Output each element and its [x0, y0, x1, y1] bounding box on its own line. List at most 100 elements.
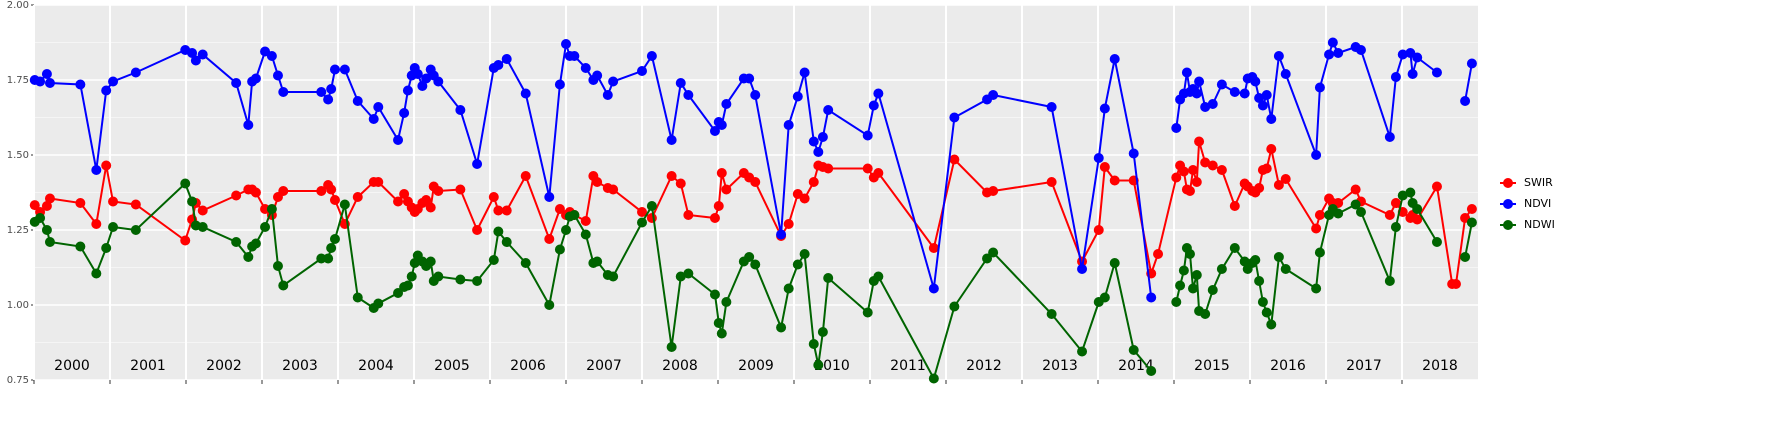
point [792, 259, 803, 270]
point [373, 298, 384, 309]
point [41, 69, 52, 79]
point [1314, 247, 1325, 258]
point [402, 280, 413, 291]
point [421, 73, 432, 84]
point [744, 252, 755, 262]
point [130, 199, 141, 210]
point [44, 78, 55, 88]
point [231, 237, 242, 247]
point [862, 130, 873, 141]
point [433, 186, 444, 196]
point [783, 219, 794, 229]
point [1184, 186, 1195, 196]
point [190, 55, 201, 66]
point [323, 94, 334, 105]
point [409, 258, 420, 268]
point [1194, 136, 1205, 147]
point [1311, 150, 1322, 160]
point [101, 160, 112, 171]
point [187, 48, 198, 58]
point [1405, 187, 1416, 198]
point [988, 247, 999, 258]
point [592, 177, 603, 187]
point [368, 114, 379, 124]
point [91, 165, 102, 175]
point [455, 274, 466, 285]
point [501, 205, 512, 216]
point [823, 163, 834, 174]
point [637, 217, 647, 228]
point [1314, 82, 1325, 93]
point [1146, 366, 1157, 376]
point [1207, 285, 1218, 295]
point [425, 202, 436, 213]
point [316, 87, 327, 97]
point [646, 51, 657, 61]
point [1181, 67, 1192, 78]
point [592, 256, 603, 267]
x-tick-label: 2005 [434, 358, 470, 374]
point [393, 288, 404, 298]
point [1390, 198, 1401, 208]
point [272, 70, 283, 81]
point [592, 70, 603, 81]
point [472, 225, 483, 235]
x-tick-label: 2000 [54, 358, 90, 374]
point [493, 60, 504, 70]
point [1412, 214, 1423, 225]
point [868, 100, 879, 111]
point [101, 85, 112, 96]
point [1333, 208, 1344, 219]
legend-key [1503, 199, 1513, 209]
point [91, 219, 102, 229]
point [1200, 309, 1211, 319]
point [326, 84, 337, 94]
point [1184, 249, 1195, 259]
x-tick-label: 2013 [1042, 358, 1078, 374]
point [1093, 153, 1104, 163]
point [41, 201, 52, 211]
point [1280, 264, 1291, 274]
point [278, 186, 289, 196]
point [433, 76, 444, 87]
point [187, 196, 198, 207]
point [1216, 165, 1227, 175]
point [472, 159, 483, 169]
point [35, 213, 46, 223]
point [1257, 100, 1268, 111]
point [1077, 264, 1088, 274]
y-tick-label: 1.75 [7, 75, 29, 86]
point [608, 76, 619, 87]
point [862, 163, 873, 174]
point [243, 252, 254, 262]
point [425, 256, 436, 267]
point [1397, 190, 1408, 201]
x-tick-label: 2010 [814, 358, 850, 374]
point [266, 204, 277, 214]
point [35, 76, 46, 87]
point [750, 259, 761, 270]
point [1191, 88, 1202, 99]
point [928, 243, 939, 253]
x-tick-label: 2004 [358, 358, 394, 374]
point [373, 177, 384, 187]
point [1229, 87, 1240, 97]
point [1229, 201, 1240, 211]
point [1128, 148, 1139, 159]
legend-label: SWIR [1524, 176, 1553, 189]
point [1333, 48, 1344, 58]
point [488, 192, 499, 202]
point [646, 201, 657, 211]
point [373, 102, 384, 112]
point [130, 225, 141, 235]
point [873, 271, 884, 282]
point [808, 136, 819, 147]
point [1266, 114, 1277, 124]
point [399, 189, 410, 199]
point [1216, 79, 1227, 90]
point [1266, 144, 1277, 154]
point [108, 76, 119, 87]
point [1407, 69, 1418, 79]
point [108, 196, 119, 207]
